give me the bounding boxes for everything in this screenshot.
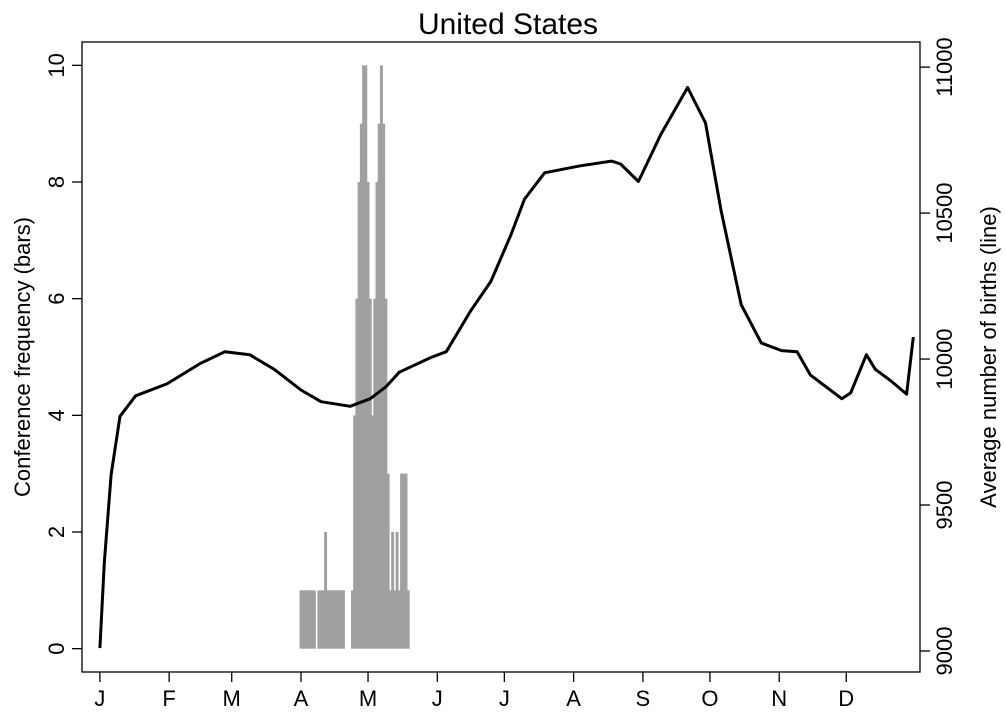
bar: [391, 532, 395, 649]
bar: [337, 590, 341, 649]
bar: [384, 298, 388, 649]
bar: [319, 590, 323, 649]
bar: [368, 298, 372, 649]
y-tick-label: 8: [44, 176, 69, 188]
x-tick-label: D: [838, 686, 854, 711]
y2-axis-label: Average number of births (line): [976, 206, 1001, 508]
bar: [375, 182, 379, 649]
bar: [333, 590, 336, 649]
bar: [339, 590, 343, 649]
bar: [308, 590, 312, 649]
x-tick-label: A: [294, 686, 309, 711]
bar: [353, 415, 357, 649]
bar: [400, 473, 404, 649]
plot-box: [81, 41, 921, 673]
bar: [321, 590, 325, 649]
bar: [326, 590, 330, 649]
bar: [359, 123, 363, 649]
bar: [397, 590, 401, 649]
line: [98, 86, 915, 649]
bar: [350, 590, 354, 649]
y2-tick-label: 10500: [932, 182, 957, 243]
x-tick-label: N: [771, 686, 787, 711]
chart-title: United States: [418, 8, 598, 41]
bar: [355, 298, 359, 649]
x-tick-label: S: [636, 686, 651, 711]
bar: [306, 590, 310, 649]
bar: [373, 298, 377, 649]
bar: [324, 532, 328, 649]
x-tick-label: M: [223, 686, 241, 711]
bar: [404, 473, 408, 649]
y2-tick-label: 9000: [932, 627, 957, 676]
y2-tick-label: 9500: [932, 481, 957, 530]
y-tick-label: 0: [44, 643, 69, 655]
bar: [301, 590, 305, 649]
y-axis-label: Conference frequency (bars): [10, 217, 35, 497]
y2-tick-label: 10000: [932, 328, 957, 389]
bar: [310, 590, 314, 649]
bar: [299, 590, 303, 649]
bar: [395, 532, 399, 649]
bar: [312, 590, 316, 649]
bar: [382, 123, 386, 649]
y2-tick-label: 11000: [932, 37, 957, 97]
x-tick-label: M: [359, 686, 377, 711]
x-tick-label: J: [432, 686, 443, 711]
y-tick-label: 6: [44, 293, 69, 305]
bar: [342, 590, 345, 649]
bar: [377, 123, 381, 649]
bar: [328, 590, 332, 649]
bar: [379, 65, 383, 649]
bar: [406, 590, 410, 649]
y-tick-label: 4: [44, 409, 69, 421]
bar: [366, 182, 370, 649]
bar: [364, 65, 368, 649]
bar: [330, 590, 334, 649]
x-tick-label: J: [94, 686, 105, 711]
x-tick-label: A: [566, 686, 581, 711]
bar: [386, 473, 390, 649]
bar: [304, 590, 307, 649]
bar: [402, 473, 406, 649]
bar: [362, 65, 366, 649]
bar: [317, 590, 321, 649]
bar: [357, 182, 361, 649]
x-tick-label: O: [701, 686, 718, 711]
bar: [393, 590, 397, 649]
bar: [335, 590, 339, 649]
y-tick-label: 2: [44, 526, 69, 538]
x-tick-label: J: [499, 686, 510, 711]
y-tick-label: 10: [44, 53, 69, 77]
x-tick-label: F: [162, 686, 175, 711]
bar: [371, 415, 374, 649]
bar: [388, 590, 392, 649]
